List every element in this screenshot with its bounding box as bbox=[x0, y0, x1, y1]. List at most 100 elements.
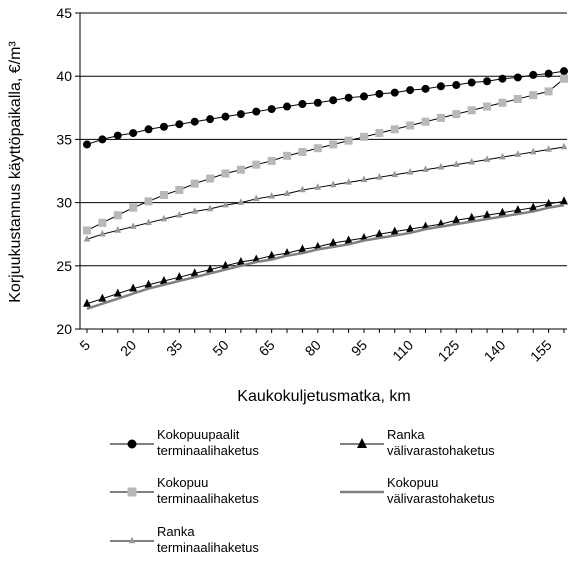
data-point bbox=[267, 156, 276, 165]
series-line bbox=[86, 70, 565, 145]
data-point bbox=[236, 110, 245, 119]
y-tick-label: 40 bbox=[56, 68, 72, 84]
data-point bbox=[545, 145, 552, 152]
data-point bbox=[129, 129, 138, 138]
data-point bbox=[98, 135, 107, 144]
data-point bbox=[467, 212, 476, 221]
data-point bbox=[544, 69, 553, 78]
data-point bbox=[127, 487, 137, 497]
data-point bbox=[421, 84, 430, 93]
data-point bbox=[127, 439, 137, 449]
series-1 bbox=[83, 74, 568, 235]
data-point bbox=[98, 293, 107, 302]
data-point bbox=[513, 73, 522, 82]
data-point bbox=[175, 272, 184, 281]
data-point bbox=[406, 86, 415, 95]
legend-label: Kokopuu bbox=[387, 475, 438, 490]
data-point bbox=[344, 136, 353, 145]
y-tick-labels: 20 25 30 35 40 45 bbox=[56, 5, 72, 337]
y-tick-label: 45 bbox=[56, 5, 72, 21]
series-0 bbox=[83, 67, 568, 149]
data-point bbox=[267, 250, 276, 259]
data-point bbox=[483, 210, 492, 219]
legend-label: välivarastohaketus bbox=[387, 443, 495, 458]
data-point bbox=[83, 234, 91, 242]
data-point bbox=[176, 210, 183, 218]
data-point bbox=[406, 224, 415, 233]
data-point bbox=[529, 70, 538, 79]
series-line bbox=[86, 203, 565, 310]
data-point bbox=[113, 288, 122, 297]
y-tick-label: 30 bbox=[56, 195, 72, 211]
data-point bbox=[190, 117, 199, 126]
data-point bbox=[268, 191, 275, 199]
data-point bbox=[329, 140, 338, 149]
data-point bbox=[513, 94, 522, 103]
data-point bbox=[314, 183, 322, 190]
series-line bbox=[86, 146, 565, 240]
data-point bbox=[298, 148, 307, 157]
data-point bbox=[329, 238, 338, 247]
data-point bbox=[98, 218, 107, 227]
data-point bbox=[114, 226, 122, 233]
legend-label: Kokopuupaalit bbox=[157, 427, 240, 442]
data-point bbox=[498, 98, 507, 107]
data-point bbox=[190, 179, 199, 188]
x-tick-label: 110 bbox=[389, 337, 416, 364]
data-point bbox=[145, 218, 152, 226]
data-point bbox=[498, 74, 507, 83]
data-point bbox=[359, 132, 368, 141]
x-tick-label: 65 bbox=[255, 337, 277, 359]
data-point bbox=[113, 131, 122, 140]
data-point bbox=[144, 279, 153, 288]
data-point bbox=[298, 244, 307, 253]
data-point bbox=[375, 229, 384, 238]
legend-label: Kokopuu bbox=[157, 475, 208, 490]
data-point bbox=[436, 82, 445, 91]
data-point bbox=[129, 283, 138, 292]
data-point bbox=[467, 106, 476, 115]
data-point bbox=[468, 157, 475, 165]
data-point bbox=[437, 162, 445, 170]
data-point bbox=[357, 438, 367, 448]
data-point bbox=[421, 117, 430, 126]
data-point bbox=[237, 198, 245, 205]
y-tick-label: 20 bbox=[56, 321, 72, 337]
data-point bbox=[190, 268, 199, 277]
data-point bbox=[514, 150, 522, 157]
data-point bbox=[359, 92, 368, 101]
x-tick-label: 35 bbox=[163, 337, 185, 359]
data-point bbox=[113, 211, 122, 220]
data-point bbox=[499, 152, 506, 160]
series-3 bbox=[83, 196, 568, 307]
data-point bbox=[360, 175, 368, 183]
y-axis-title: Korjuukustannus käyttöpaikalla, €/m³ bbox=[7, 41, 24, 303]
data-point bbox=[452, 110, 461, 119]
data-point bbox=[376, 173, 383, 180]
data-point bbox=[175, 185, 184, 194]
data-point bbox=[144, 197, 153, 206]
data-point bbox=[483, 155, 491, 162]
x-tick-labels: 5 20 35 50 65 80 95 110 125 140 155 bbox=[76, 337, 555, 365]
data-point bbox=[544, 198, 553, 207]
data-point bbox=[390, 88, 399, 97]
series-4 bbox=[86, 203, 565, 310]
data-point bbox=[236, 165, 245, 174]
legend-label: terminaalihaketus bbox=[157, 491, 259, 506]
data-point bbox=[283, 102, 292, 111]
data-point bbox=[422, 165, 429, 173]
data-point bbox=[299, 185, 306, 193]
data-point bbox=[344, 93, 353, 102]
series-layer bbox=[83, 67, 568, 310]
data-point bbox=[560, 142, 568, 150]
series-2 bbox=[83, 142, 568, 242]
data-point bbox=[83, 226, 91, 235]
data-point bbox=[467, 78, 476, 87]
data-point bbox=[313, 144, 322, 153]
x-tick-label: 5 bbox=[76, 337, 93, 354]
y-tick-label: 25 bbox=[56, 258, 72, 274]
data-point bbox=[560, 74, 568, 83]
data-point bbox=[436, 113, 445, 122]
